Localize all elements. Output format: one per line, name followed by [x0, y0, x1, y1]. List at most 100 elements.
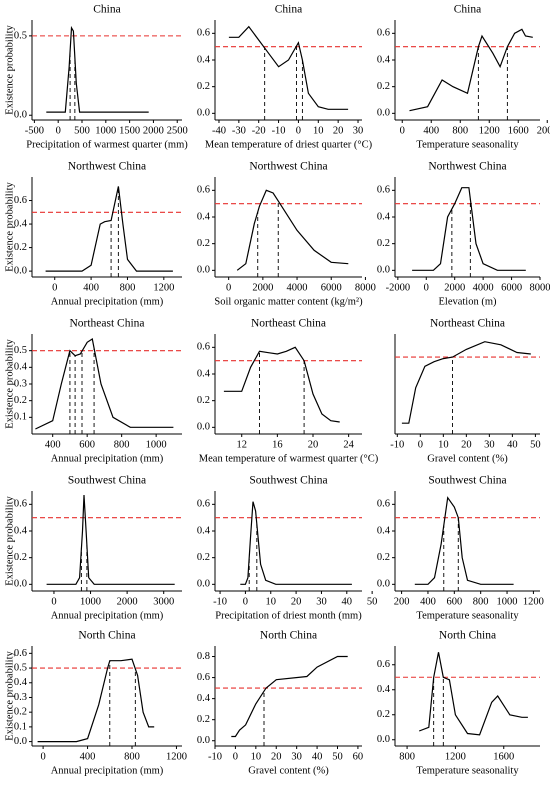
- x-tick-label: 1000: [95, 125, 116, 136]
- x-tick-label: 2000: [117, 596, 138, 607]
- x-axis-label: Annual precipitation (mm): [51, 296, 164, 307]
- x-tick-label: 0: [51, 596, 56, 607]
- y-tick-label: 0.6: [14, 648, 27, 659]
- x-tick-label: 20: [461, 439, 472, 450]
- y-tick-label: 0.5: [14, 30, 27, 41]
- panel-title: Northeast China: [430, 318, 505, 330]
- x-tick-label: 0: [56, 125, 61, 136]
- x-axis-label: Gravel content (%): [248, 765, 329, 776]
- x-tick-label: 1000: [146, 439, 167, 450]
- panel-title: Northeast China: [251, 318, 326, 330]
- x-tick-label: 0: [226, 282, 231, 293]
- y-tick-label: 0.2: [377, 552, 390, 563]
- x-tick-label: 800: [114, 439, 130, 450]
- x-tick-label: -20: [252, 125, 266, 136]
- panel-title: China: [275, 4, 302, 16]
- y-tick-label: 0.8: [197, 651, 210, 662]
- response-curve: [37, 658, 155, 743]
- x-tick-label: 0: [418, 439, 423, 450]
- y-axis-label: Existence probability: [4, 495, 15, 585]
- y-tick-label: 0.2: [377, 81, 390, 92]
- y-tick-label: 0.5: [14, 345, 27, 356]
- y-tick-label: 0.2: [197, 238, 210, 249]
- x-axis-label: Annual precipitation (mm): [51, 765, 164, 776]
- x-tick-label: 50: [332, 751, 343, 762]
- y-tick-label: 0.6: [197, 342, 210, 353]
- x-tick-label: 4000: [287, 282, 308, 293]
- y-tick-label: 0.4: [197, 368, 211, 379]
- panel-title: North China: [78, 630, 135, 642]
- response-curve: [46, 25, 149, 113]
- x-tick-label: 400: [45, 439, 61, 450]
- x-tick-label: 800: [124, 751, 140, 762]
- y-tick-label: 0.6: [377, 185, 390, 196]
- y-tick-label: 0.6: [14, 195, 27, 206]
- x-axis-label: Soil organic matter content (kg/m²): [214, 296, 363, 307]
- x-tick-label: 40: [507, 439, 518, 450]
- x-tick-label: 1200: [479, 125, 500, 136]
- x-tick-label: 800: [399, 751, 415, 762]
- x-tick-label: 10: [438, 439, 449, 450]
- x-tick-label: 2000: [444, 282, 465, 293]
- y-tick-label: 0.4: [197, 525, 211, 536]
- x-tick-label: 1000: [497, 596, 518, 607]
- y-tick-label: 0.0: [14, 110, 27, 121]
- y-tick-label: 0.0: [14, 266, 27, 277]
- x-tick-label: -10: [213, 596, 227, 607]
- y-tick-label: 0.6: [197, 499, 210, 510]
- x-tick-label: -500: [25, 125, 44, 136]
- x-tick-label: 600: [79, 439, 95, 450]
- x-tick-label: 0: [40, 751, 45, 762]
- x-tick-label: 400: [83, 282, 99, 293]
- y-tick-label: 0.0: [14, 579, 27, 590]
- x-tick-label: 8000: [530, 282, 550, 293]
- x-axis-label: Annual precipitation (mm): [51, 453, 164, 464]
- y-tick-label: 0.0: [377, 265, 390, 276]
- x-tick-label: 20: [271, 751, 282, 762]
- response-curve: [223, 346, 340, 423]
- y-tick-label: 0.4: [377, 54, 391, 65]
- response-curve: [231, 655, 348, 738]
- panel-title: Northeast China: [69, 318, 144, 330]
- x-tick-label: 0: [233, 751, 238, 762]
- x-tick-label: -10: [208, 751, 222, 762]
- x-tick-label: 30: [291, 751, 302, 762]
- y-tick-label: 0.2: [377, 709, 390, 720]
- x-tick-label: 1200: [523, 596, 544, 607]
- y-tick-label: 0.1: [14, 721, 27, 732]
- x-tick-label: 10: [266, 596, 277, 607]
- y-tick-label: 0.6: [377, 659, 390, 670]
- x-axis-label: Mean temperature of driest quarter (°C): [205, 139, 373, 150]
- x-tick-label: 0: [243, 596, 248, 607]
- x-tick-label: 1000: [80, 596, 101, 607]
- x-tick-label: -40: [212, 125, 226, 136]
- x-tick-label: 0: [400, 125, 405, 136]
- response-curve: [236, 189, 349, 271]
- x-tick-label: 200: [394, 596, 410, 607]
- y-tick-label: 0.0: [197, 265, 210, 276]
- y-tick-label: 0.2: [197, 395, 210, 406]
- response-curve: [35, 338, 174, 430]
- x-tick-label: 60: [353, 751, 364, 762]
- y-tick-label: 0.4: [14, 218, 28, 229]
- x-axis-label: Mean temperature of warmest quarter (°C): [199, 453, 379, 464]
- y-tick-label: 0.4: [197, 54, 211, 65]
- x-tick-label: 800: [120, 282, 136, 293]
- x-tick-label: 50: [530, 439, 541, 450]
- panel-title: Northwest China: [428, 161, 506, 173]
- y-tick-label: 0.6: [377, 499, 390, 510]
- x-tick-label: 1200: [445, 751, 466, 762]
- y-tick-label: 0.0: [377, 579, 390, 590]
- x-tick-label: 0: [424, 282, 429, 293]
- y-tick-label: 0.4: [197, 211, 211, 222]
- y-tick-label: 0.0: [377, 108, 390, 119]
- y-tick-label: 0.3: [14, 692, 27, 703]
- y-tick-label: 0.2: [197, 714, 210, 725]
- x-tick-label: -10: [272, 125, 286, 136]
- x-tick-label: 12: [236, 439, 247, 450]
- x-tick-label: 600: [446, 596, 462, 607]
- y-tick-label: 0.6: [197, 672, 210, 683]
- y-tick-label: 0.4: [14, 677, 28, 688]
- y-tick-label: 0.2: [377, 238, 390, 249]
